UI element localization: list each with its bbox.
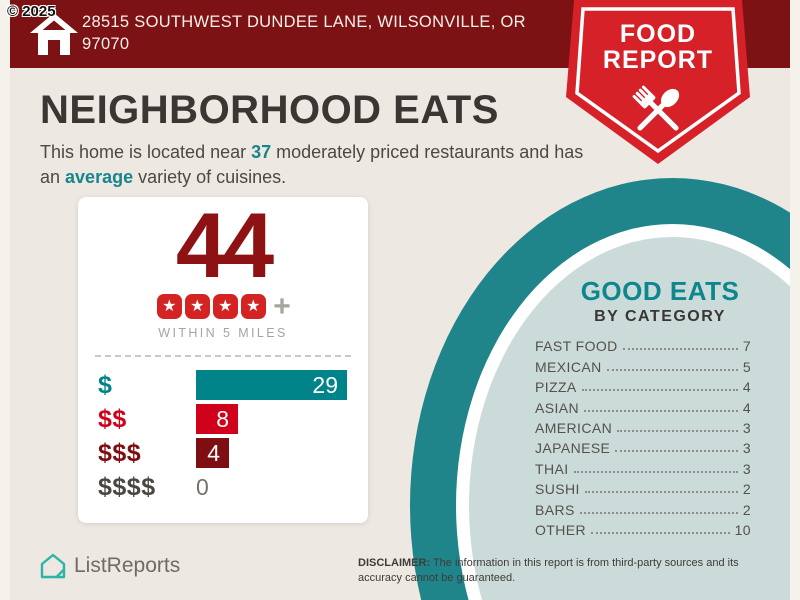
plus-sign: + bbox=[273, 290, 291, 324]
category-value: 2 bbox=[742, 481, 751, 498]
category-label: BARS bbox=[535, 501, 575, 518]
price-bar-row: $$$ 4 bbox=[98, 438, 348, 469]
disclaimer: DISCLAIMER: The information in this repo… bbox=[358, 556, 770, 587]
property-address: 28515 SOUTHWEST DUNDEE LANE, WILSONVILLE… bbox=[82, 12, 552, 56]
category-row: MEXICAN 5 bbox=[535, 354, 751, 375]
category-row: SUSHI 2 bbox=[535, 477, 751, 497]
copyright: © 2025 bbox=[7, 3, 56, 20]
good-eats-subtitle: BY CATEGORY bbox=[594, 308, 726, 325]
star-icon: ★ bbox=[212, 294, 238, 320]
category-value: 3 bbox=[742, 440, 751, 457]
category-row: AMERICAN 3 bbox=[535, 416, 751, 436]
category-label: SUSHI bbox=[535, 481, 580, 498]
radius-label: WITHIN 5 MILES bbox=[158, 326, 288, 341]
category-label: FAST FOOD bbox=[535, 338, 618, 355]
subtitle-post: variety of cuisines. bbox=[133, 166, 287, 187]
category-value: 3 bbox=[742, 419, 751, 436]
price-label: $ bbox=[98, 370, 113, 399]
star-icon: ★ bbox=[156, 294, 182, 320]
star-rating: ★ ★ ★ ★ + bbox=[78, 290, 368, 324]
dashed-divider bbox=[95, 355, 351, 358]
price-bar: 29 bbox=[196, 370, 347, 401]
category-label: OTHER bbox=[535, 521, 586, 538]
badge-line2-text: REPORT bbox=[603, 46, 713, 74]
dotted-leader bbox=[584, 491, 738, 494]
price-label: $$$$ bbox=[98, 472, 156, 501]
price-bar: 4 bbox=[196, 438, 229, 469]
category-row: ASIAN 4 bbox=[535, 395, 751, 416]
dotted-leader bbox=[573, 470, 738, 473]
category-row: BARS 2 bbox=[535, 497, 751, 518]
category-list: FAST FOOD 7 MEXICAN 5 PIZZA 4 ASIAN 4 AMERICAN 3 J… bbox=[535, 334, 751, 538]
listreports-house-icon bbox=[40, 553, 66, 579]
category-value: 7 bbox=[742, 338, 751, 355]
summary-card: 44 ★ ★ ★ ★ + WITHIN 5 MILES $ 29 $$ 8 $$$ 4… bbox=[78, 197, 368, 523]
category-label: THAI bbox=[535, 460, 569, 477]
subtitle-mid: moderately priced restaurants and has an bbox=[40, 142, 584, 187]
good-eats-header: GOOD EATS BY CATEGORY bbox=[520, 276, 790, 326]
category-row: FAST FOOD 7 bbox=[535, 334, 751, 354]
spoon-fork-icon bbox=[632, 85, 680, 131]
category-row: JAPANESE 3 bbox=[535, 436, 751, 456]
dotted-leader bbox=[622, 348, 738, 351]
variety-rating: average bbox=[65, 166, 134, 187]
listreports-wordmark: ListReports bbox=[74, 554, 181, 577]
price-bar-row: $$ 8 bbox=[98, 404, 348, 435]
dotted-leader bbox=[591, 531, 730, 534]
dotted-leader bbox=[617, 429, 738, 432]
category-row: OTHER 10 bbox=[535, 518, 751, 538]
subtitle: This home is located near 37 moderately … bbox=[40, 140, 585, 190]
price-bar: 0 bbox=[196, 473, 209, 500]
dotted-leader bbox=[579, 511, 738, 514]
page-title: NEIGHBORHOOD EATS bbox=[40, 88, 499, 132]
subtitle-pre: This home is located near bbox=[40, 142, 252, 162]
disclaimer-label: DISCLAIMER: bbox=[358, 557, 431, 569]
disclaimer-text: The information in this report is from t… bbox=[358, 557, 739, 585]
category-label: PIZZA bbox=[535, 379, 577, 396]
good-eats-title: GOOD EATS bbox=[580, 276, 740, 306]
star-icon: ★ bbox=[184, 294, 210, 320]
price-bar-chart: $ 29 $$ 8 $$$ 4 $$$$ 0 bbox=[78, 370, 368, 502]
category-value: 4 bbox=[742, 379, 751, 396]
price-bar: 8 bbox=[196, 404, 238, 435]
address-line1: 28515 SOUTHWEST DUNDEE LANE, WILSONVILLE… bbox=[82, 13, 526, 31]
report-page: 28515 SOUTHWEST DUNDEE LANE, WILSONVILLE… bbox=[10, 0, 790, 600]
category-value: 10 bbox=[734, 521, 751, 538]
category-label: JAPANESE bbox=[535, 440, 611, 457]
category-row: PIZZA 4 bbox=[535, 375, 751, 395]
price-label: $$ bbox=[98, 404, 127, 433]
category-value: 4 bbox=[742, 399, 751, 416]
total-restaurant-count: 44 bbox=[175, 195, 274, 297]
star-icon: ★ bbox=[240, 294, 266, 320]
dotted-leader bbox=[606, 368, 738, 371]
dotted-leader bbox=[584, 409, 738, 412]
category-label: AMERICAN bbox=[535, 419, 613, 436]
category-label: MEXICAN bbox=[535, 358, 602, 375]
price-label: $$$ bbox=[98, 438, 142, 467]
category-value: 3 bbox=[742, 460, 751, 477]
category-value: 5 bbox=[742, 358, 751, 375]
restaurant-count: 37 bbox=[251, 142, 272, 162]
category-row: THAI 3 bbox=[535, 456, 751, 477]
category-value: 2 bbox=[742, 501, 751, 518]
price-bar-row: $ 29 bbox=[98, 370, 348, 401]
badge-line1-text: FOOD bbox=[620, 20, 696, 48]
home-icon bbox=[30, 13, 78, 55]
listreports-logo: ListReports bbox=[40, 553, 180, 579]
food-report-badge: FOOD REPORT bbox=[566, 0, 750, 164]
price-bar-row: $$$$ 0 bbox=[98, 472, 348, 502]
dotted-leader bbox=[581, 389, 738, 392]
address-line2: 97070 bbox=[82, 34, 130, 53]
category-label: ASIAN bbox=[535, 399, 580, 416]
dotted-leader bbox=[615, 450, 738, 453]
